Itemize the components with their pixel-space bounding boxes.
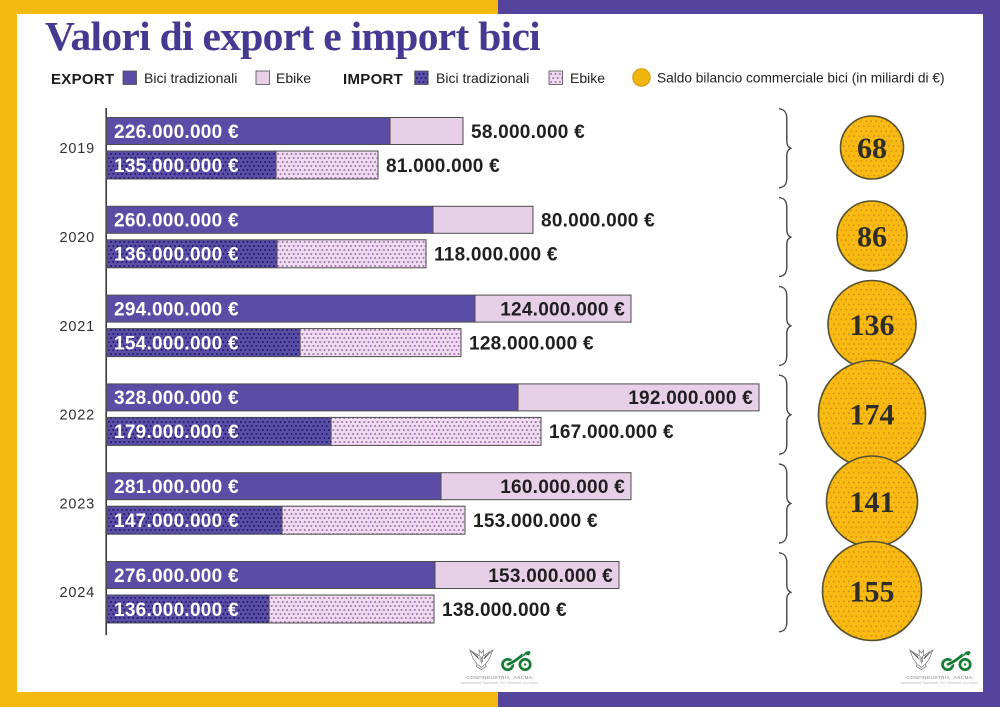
svg-text:174: 174 xyxy=(850,399,895,432)
svg-text:124.000.000 €: 124.000.000 € xyxy=(500,299,625,320)
svg-text:CONFINDUSTRIA ANCMA: CONFINDUSTRIA ANCMA xyxy=(907,675,973,680)
svg-text:Ebike: Ebike xyxy=(276,70,311,86)
svg-text:2021: 2021 xyxy=(60,319,95,335)
svg-text:Associazione Nazionale Cicli M: Associazione Nazionale Cicli Motocicli A… xyxy=(900,681,978,685)
svg-text:Ebike: Ebike xyxy=(570,70,605,86)
svg-text:155: 155 xyxy=(850,576,895,609)
svg-text:167.000.000 €: 167.000.000 € xyxy=(549,422,674,443)
svg-text:135.000.000 €: 135.000.000 € xyxy=(114,156,239,177)
svg-text:136: 136 xyxy=(850,309,895,342)
svg-text:2024: 2024 xyxy=(60,585,95,601)
svg-text:226.000.000 €: 226.000.000 € xyxy=(114,122,239,143)
svg-text:EXPORT: EXPORT xyxy=(51,71,114,88)
svg-text:Bici tradizionali: Bici tradizionali xyxy=(436,70,529,86)
svg-text:Saldo bilancio commerciale bic: Saldo bilancio commerciale bici (in mili… xyxy=(657,71,945,86)
svg-text:328.000.000 €: 328.000.000 € xyxy=(114,388,239,409)
svg-text:Associazione Nazionale Cicli M: Associazione Nazionale Cicli Motocicli A… xyxy=(460,681,538,685)
svg-text:118.000.000 €: 118.000.000 € xyxy=(434,245,558,266)
svg-text:138.000.000 €: 138.000.000 € xyxy=(442,600,567,621)
svg-text:260.000.000 €: 260.000.000 € xyxy=(114,211,239,232)
svg-text:68: 68 xyxy=(857,132,887,165)
svg-text:86: 86 xyxy=(857,221,887,254)
svg-text:160.000.000 €: 160.000.000 € xyxy=(500,477,625,498)
svg-text:IMPORT: IMPORT xyxy=(343,71,403,88)
svg-text:2022: 2022 xyxy=(60,408,95,424)
svg-text:136.000.000 €: 136.000.000 € xyxy=(114,600,239,621)
svg-text:281.000.000 €: 281.000.000 € xyxy=(114,477,239,498)
svg-text:154.000.000 €: 154.000.000 € xyxy=(114,333,239,354)
svg-text:294.000.000 €: 294.000.000 € xyxy=(114,299,239,320)
svg-text:136.000.000 €: 136.000.000 € xyxy=(114,245,239,266)
svg-text:2023: 2023 xyxy=(60,496,95,512)
svg-text:153.000.000 €: 153.000.000 € xyxy=(488,566,613,587)
svg-text:153.000.000 €: 153.000.000 € xyxy=(473,511,598,532)
svg-text:80.000.000 €: 80.000.000 € xyxy=(541,211,655,232)
svg-text:147.000.000 €: 147.000.000 € xyxy=(114,511,239,532)
svg-text:2020: 2020 xyxy=(60,230,95,246)
svg-text:CONFINDUSTRIA ANCMA: CONFINDUSTRIA ANCMA xyxy=(467,675,533,680)
svg-text:141: 141 xyxy=(850,486,895,519)
svg-text:Bici tradizionali: Bici tradizionali xyxy=(144,70,237,86)
svg-text:2019: 2019 xyxy=(60,141,95,157)
svg-text:179.000.000 €: 179.000.000 € xyxy=(114,422,239,443)
svg-text:58.000.000 €: 58.000.000 € xyxy=(471,122,585,143)
svg-text:192.000.000 €: 192.000.000 € xyxy=(628,388,753,409)
svg-text:276.000.000 €: 276.000.000 € xyxy=(114,566,239,587)
svg-text:128.000.000 €: 128.000.000 € xyxy=(469,333,594,354)
svg-text:81.000.000 €: 81.000.000 € xyxy=(386,156,500,177)
